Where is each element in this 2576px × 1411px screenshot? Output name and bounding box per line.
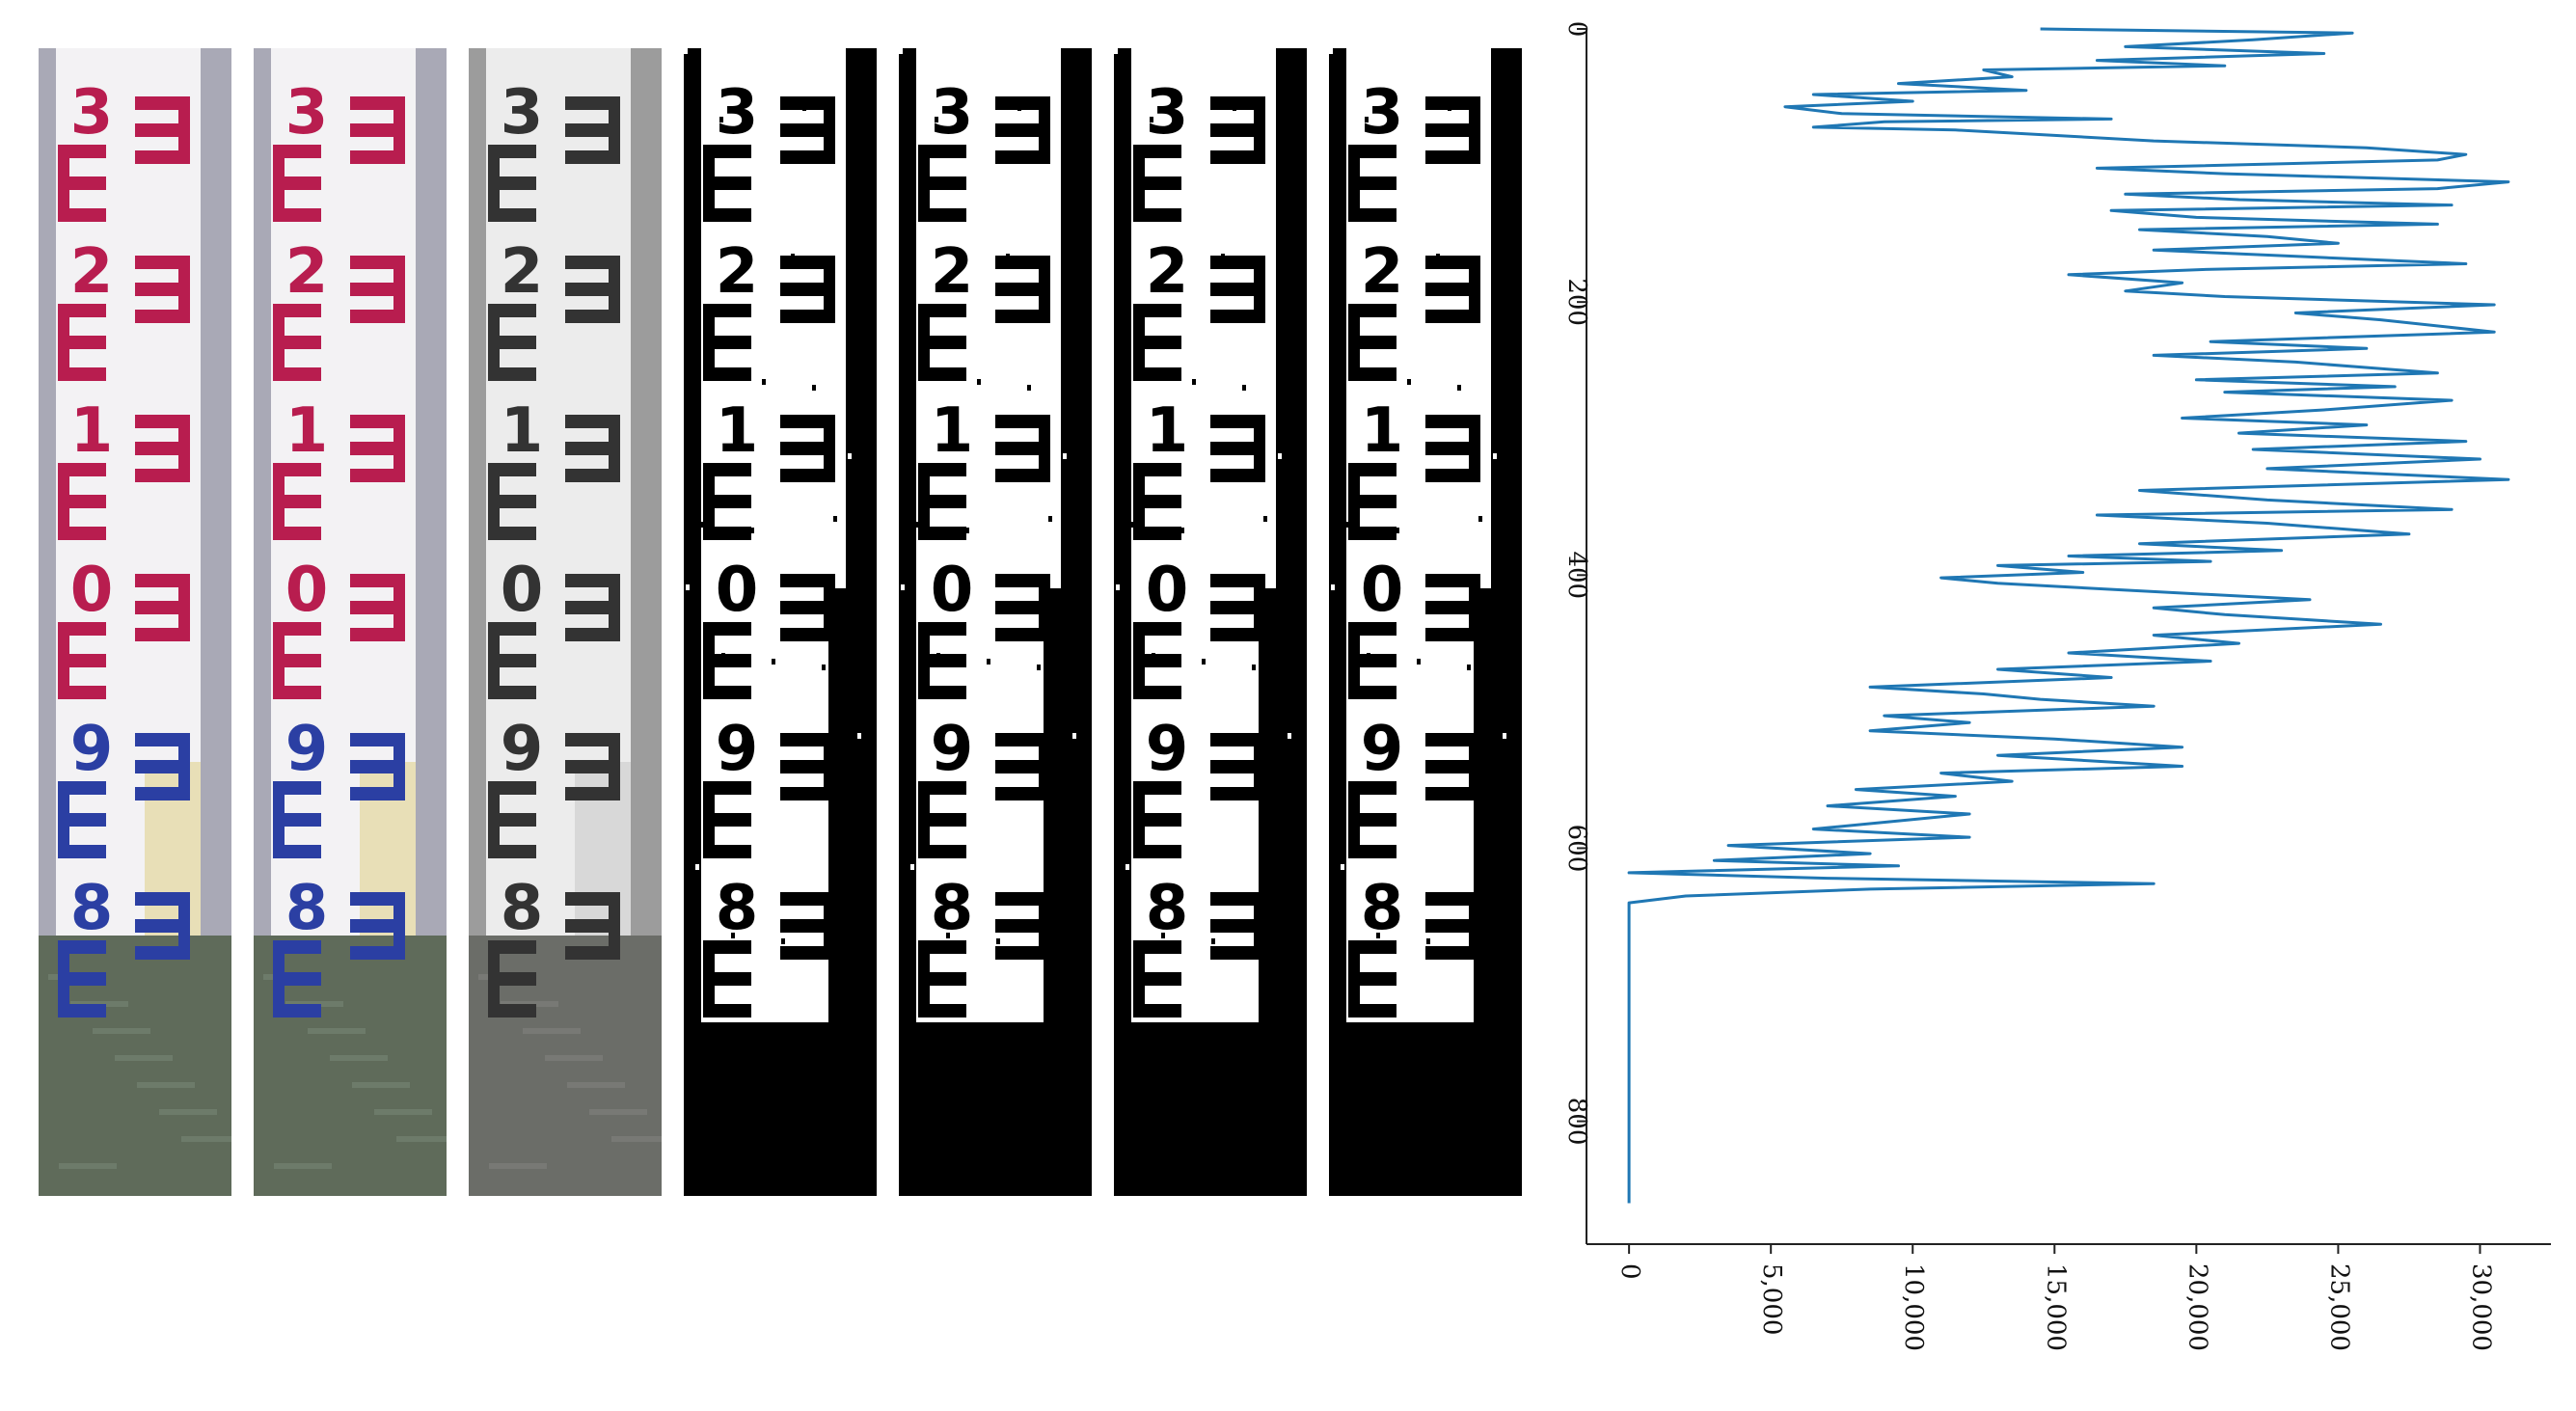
gauge-digit: 3 — [1361, 77, 1404, 149]
y-tick-label: 600 — [1562, 825, 1591, 873]
x-tick-label: 10,000 — [1899, 1263, 1928, 1351]
gauge-digit: 1 — [285, 395, 329, 467]
y-tick-label: 200 — [1562, 278, 1591, 326]
y-tick-label: 400 — [1562, 551, 1591, 599]
gauge-digit: 9 — [285, 714, 329, 785]
gauge-digit: 0 — [501, 555, 544, 626]
gauge-digit: 8 — [501, 873, 544, 944]
x-tick-label: 15,000 — [2041, 1263, 2070, 1351]
gauge-digit: 9 — [70, 714, 114, 785]
gauge-digit: 2 — [285, 236, 329, 308]
gauge-digit: 9 — [501, 714, 544, 785]
gauge-digit: 2 — [70, 236, 114, 308]
gauge-digit: 1 — [501, 395, 544, 467]
gauge-digit: 9 — [1361, 714, 1404, 785]
gauge-digit: 1 — [70, 395, 114, 467]
gauge-digit: 0 — [1361, 555, 1404, 626]
x-tick-label: 0 — [1615, 1263, 1644, 1280]
gauge-digit: 2 — [1361, 236, 1404, 308]
gauge-digit: 8 — [70, 873, 114, 944]
gauge-digit: 3 — [285, 77, 329, 149]
gauge-digit: 3 — [501, 77, 544, 149]
gauge-digit: 2 — [1146, 236, 1189, 308]
gauge-digit: 9 — [716, 714, 759, 785]
gauge-digit: 1 — [716, 395, 759, 467]
projection-profile-chart: 0 200 400 600 800 0 5,000 10,000 15,000 20,000 25,… — [1543, 19, 2576, 1407]
gauge-digit: 9 — [1146, 714, 1189, 785]
gauge-digit: 3 — [1146, 77, 1189, 149]
x-tick-label: 30,000 — [2466, 1263, 2495, 1351]
gauge-digit: 0 — [1146, 555, 1189, 626]
gauge-digit: 8 — [716, 873, 759, 944]
gauge-digit: 3 — [70, 77, 114, 149]
gauge-digit: 0 — [931, 555, 974, 626]
gauge-digit: 0 — [285, 555, 329, 626]
gauge-digit: 0 — [716, 555, 759, 626]
x-tick-label: 25,000 — [2324, 1263, 2353, 1351]
gauge-digit: 1 — [1361, 395, 1404, 467]
gauge-digit: 1 — [931, 395, 974, 467]
y-tick-label: 800 — [1562, 1098, 1591, 1146]
y-tick-label: 0 — [1562, 21, 1591, 38]
gauge-digit: 3 — [931, 77, 974, 149]
gauge-digit: 8 — [1146, 873, 1189, 944]
gauge-digit: 8 — [285, 873, 329, 944]
gauge-digit: 2 — [931, 236, 974, 308]
x-tick-label: 20,000 — [2183, 1263, 2211, 1351]
gauge-digit: 9 — [931, 714, 974, 785]
gauge-digit: 2 — [501, 236, 544, 308]
x-tick-label: 5,000 — [1757, 1263, 1786, 1335]
gauge-digit: 3 — [716, 77, 759, 149]
profile-series-line — [1627, 27, 2510, 1204]
gauge-digit: 2 — [716, 236, 759, 308]
gauge-digit: 8 — [1361, 873, 1404, 944]
gauge-digit: 0 — [70, 555, 114, 626]
gauge-digit: 1 — [1146, 395, 1189, 467]
gauge-digit: 8 — [931, 873, 974, 944]
